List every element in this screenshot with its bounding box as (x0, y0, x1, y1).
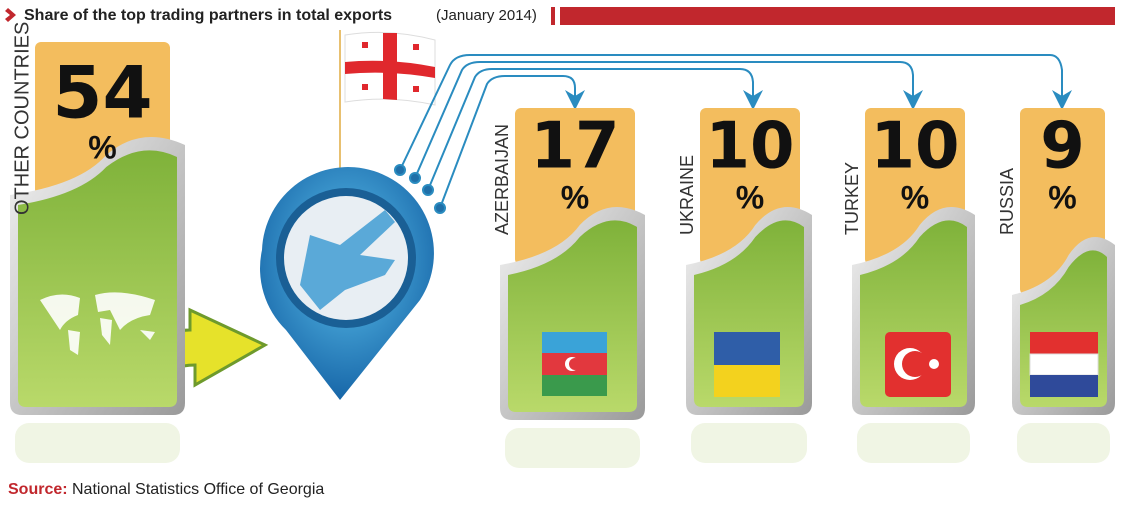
turkey-flag (885, 332, 951, 397)
world-map (40, 292, 155, 355)
pin-icon (260, 167, 434, 400)
russia-flag (1029, 332, 1099, 397)
share-unit: % (561, 179, 589, 215)
card-shadow (1017, 423, 1110, 463)
connector-arrows (394, 54, 1072, 214)
country-label: RUSSIA (997, 168, 1017, 235)
country-label: OTHER COUNTRIES (11, 22, 33, 215)
source-label: Source: (8, 481, 68, 498)
country-label: UKRAINE (677, 155, 697, 235)
share-unit: % (1048, 179, 1076, 215)
header-tick (551, 7, 555, 25)
share-unit: % (901, 179, 929, 215)
card-shadow (691, 423, 807, 463)
title: Share of the top trading partners in tot… (24, 7, 392, 24)
card-shadow (15, 423, 180, 463)
georgia-flag (344, 31, 436, 106)
share-value: 10 (705, 110, 794, 184)
share-value: 10 (870, 110, 959, 184)
card-shadow (505, 428, 640, 468)
country-label: AZERBAIJAN (492, 124, 512, 235)
source: National Statistics Office of Georgia (72, 481, 324, 498)
ukraine-flag (714, 332, 780, 397)
share-unit: % (88, 129, 116, 165)
header-bar (560, 7, 1115, 25)
share-value: 17 (530, 110, 619, 184)
country-label: TURKEY (842, 162, 862, 235)
card-shadow (857, 423, 970, 463)
card-face (18, 150, 177, 407)
subtitle: (January 2014) (436, 7, 537, 24)
share-value: 54 (52, 51, 152, 135)
share-unit: % (736, 179, 764, 215)
azerbaijan-flag (542, 332, 607, 396)
share-value: 9 (1040, 110, 1085, 184)
header-chevron (5, 8, 16, 22)
